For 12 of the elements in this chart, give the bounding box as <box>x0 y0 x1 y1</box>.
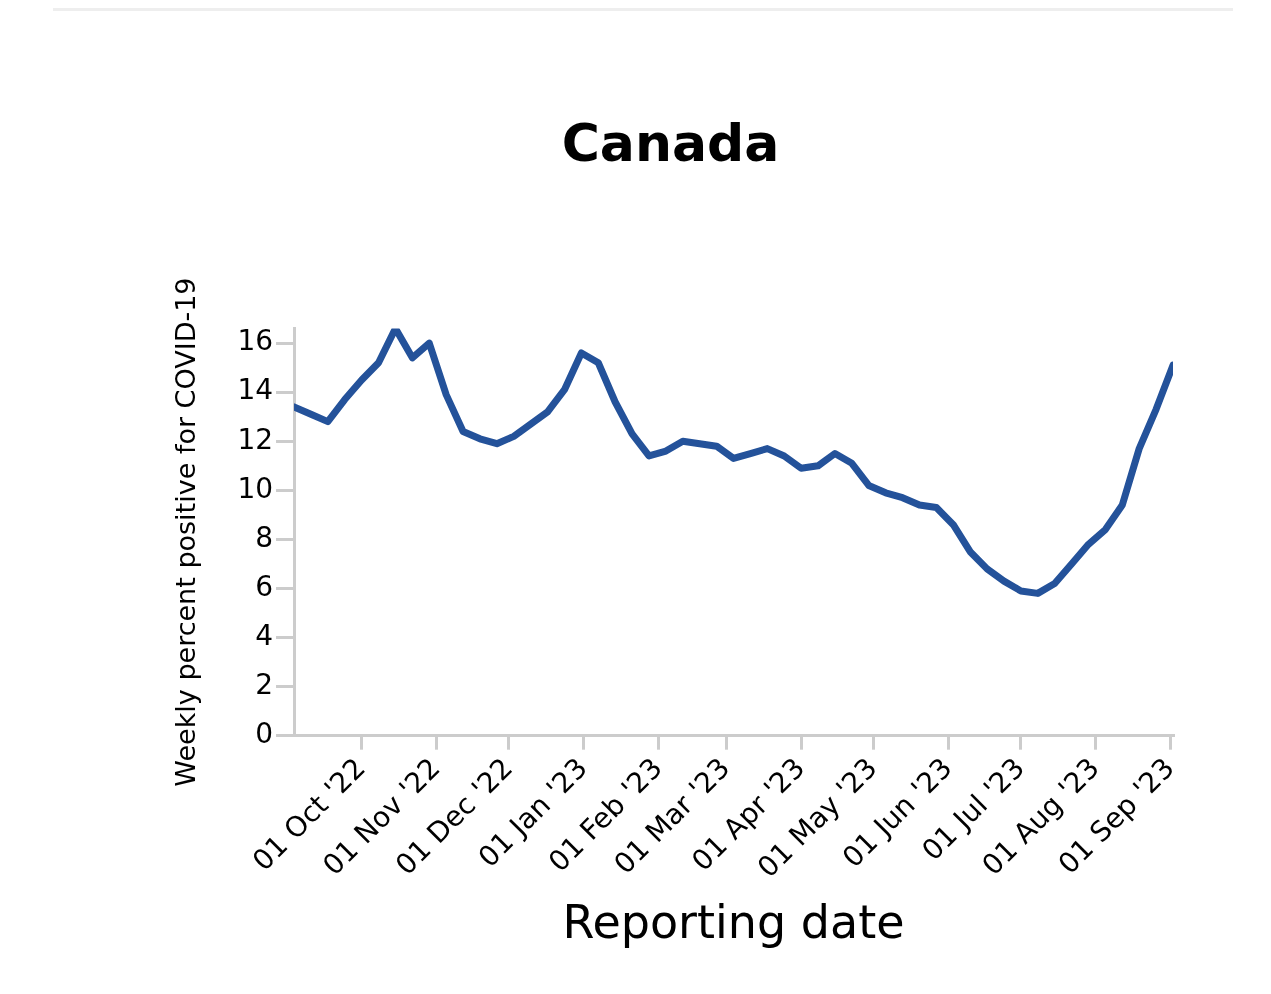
y-tick-label: 8 <box>255 520 274 554</box>
chart-title: Canada <box>561 112 780 173</box>
y-axis-title: Weekly percent positive for COVID-19 <box>170 277 202 787</box>
x-axis-title: Reporting date <box>562 895 905 950</box>
y-tick-label: 4 <box>255 618 274 652</box>
y-tick-label: 0 <box>255 716 274 750</box>
y-tick-label: 16 <box>237 324 274 358</box>
y-tick-label: 6 <box>255 569 274 603</box>
y-tick-label: 14 <box>237 373 274 407</box>
y-tick-label: 12 <box>237 422 274 456</box>
y-tick-label: 2 <box>255 667 274 701</box>
y-tick-label: 10 <box>237 471 274 505</box>
